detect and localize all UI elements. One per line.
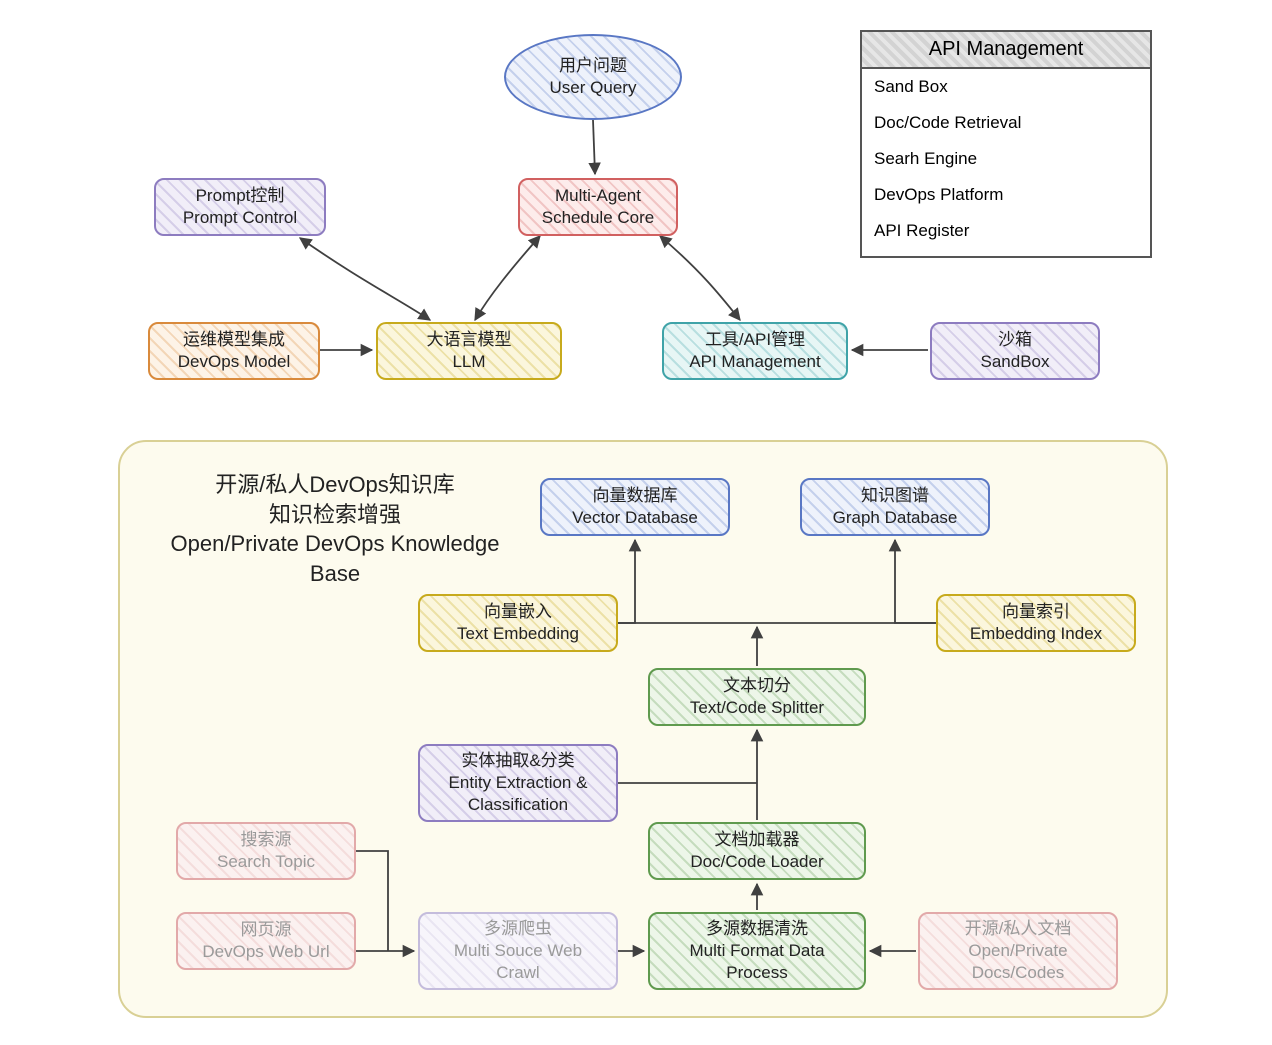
node-vector_db-label-cn: 向量数据库 [593,485,678,507]
node-web_crawl-label-cn: 多源爬虫 [484,918,552,940]
node-api_mgmt-label-en: API Management [689,351,820,373]
container-title-cn1: 开源/私人DevOps知识库 [150,470,520,500]
node-entity_extract-label-cn: 实体抽取&分类 [461,750,574,772]
node-embed_index: 向量索引Embedding Index [936,594,1136,652]
edge-core-llm [475,236,540,320]
node-devops_model-label-cn: 运维模型集成 [183,329,285,351]
node-sandbox-label-en: SandBox [981,351,1050,373]
node-web_url-label-en: DevOps Web Url [202,941,329,963]
node-vector_db: 向量数据库Vector Database [540,478,730,536]
node-graph_db: 知识图谱Graph Database [800,478,990,536]
node-splitter-label-en: Text/Code Splitter [690,697,824,719]
node-open_docs-label-en: Open/Private Docs/Codes [968,940,1067,984]
node-web_crawl-label-en: Multi Souce Web Crawl [454,940,582,984]
api-panel-item-0: Sand Box [862,69,1150,105]
container-title-cn2: 知识检索增强 [150,500,520,530]
node-web_url: 网页源DevOps Web Url [176,912,356,970]
node-web_crawl: 多源爬虫Multi Souce Web Crawl [418,912,618,990]
node-api_mgmt-label-cn: 工具/API管理 [705,329,805,351]
container-title: 开源/私人DevOps知识库 知识检索增强 Open/Private DevOp… [150,470,520,589]
api-management-panel: API Management Sand BoxDoc/Code Retrieva… [860,30,1152,258]
node-prompt_control-label-en: Prompt Control [183,207,297,229]
node-user_query-label-cn: 用户问题 [559,55,627,77]
node-splitter: 文本切分Text/Code Splitter [648,668,866,726]
node-embed_index-label-en: Embedding Index [970,623,1102,645]
node-text_embed: 向量嵌入Text Embedding [418,594,618,652]
node-text_embed-label-cn: 向量嵌入 [484,601,552,623]
node-llm-label-en: LLM [452,351,485,373]
node-doc_loader-label-en: Doc/Code Loader [690,851,823,873]
node-search_topic: 搜索源Search Topic [176,822,356,880]
node-devops_model-label-en: DevOps Model [178,351,290,373]
node-schedule_core-label-en: Schedule Core [542,207,654,229]
node-prompt_control-label-cn: Prompt控制 [196,185,285,207]
node-vector_db-label-en: Vector Database [572,507,698,529]
node-entity_extract: 实体抽取&分类Entity Extraction & Classificatio… [418,744,618,822]
node-graph_db-label-en: Graph Database [833,507,958,529]
node-text_embed-label-en: Text Embedding [457,623,579,645]
node-llm: 大语言模型LLM [376,322,562,380]
node-open_docs: 开源/私人文档Open/Private Docs/Codes [918,912,1118,990]
edge-core-api [660,236,740,320]
api-panel-item-3: DevOps Platform [862,177,1150,213]
node-user_query-label-en: User Query [550,77,637,99]
api-panel-item-1: Doc/Code Retrieval [862,105,1150,141]
node-sandbox: 沙箱SandBox [930,322,1100,380]
node-data_process-label-cn: 多源数据清洗 [706,918,808,940]
node-data_process-label-en: Multi Format Data Process [689,940,824,984]
node-schedule_core: Multi-AgentSchedule Core [518,178,678,236]
edge-userquery-core [593,120,595,174]
node-search_topic-label-cn: 搜索源 [241,829,292,851]
node-graph_db-label-cn: 知识图谱 [861,485,929,507]
node-devops_model: 运维模型集成DevOps Model [148,322,320,380]
node-data_process: 多源数据清洗Multi Format Data Process [648,912,866,990]
node-open_docs-label-cn: 开源/私人文档 [965,918,1072,940]
node-search_topic-label-en: Search Topic [217,851,315,873]
node-embed_index-label-cn: 向量索引 [1002,601,1070,623]
node-doc_loader: 文档加载器Doc/Code Loader [648,822,866,880]
node-schedule_core-label-cn: Multi-Agent [555,185,641,207]
node-prompt_control: Prompt控制Prompt Control [154,178,326,236]
node-splitter-label-cn: 文本切分 [723,675,791,697]
container-title-en: Open/Private DevOps Knowledge Base [150,529,520,588]
node-user_query: 用户问题User Query [504,34,682,120]
api-panel-item-2: Searh Engine [862,141,1150,177]
node-llm-label-cn: 大语言模型 [427,329,512,351]
node-entity_extract-label-en: Entity Extraction & Classification [449,772,588,816]
node-doc_loader-label-cn: 文档加载器 [715,829,800,851]
edge-prompt-llm [300,238,430,320]
node-sandbox-label-cn: 沙箱 [998,329,1032,351]
node-api_mgmt: 工具/API管理API Management [662,322,848,380]
node-web_url-label-cn: 网页源 [241,919,292,941]
api-panel-item-4: API Register [862,213,1150,249]
api-panel-header: API Management [862,32,1150,69]
